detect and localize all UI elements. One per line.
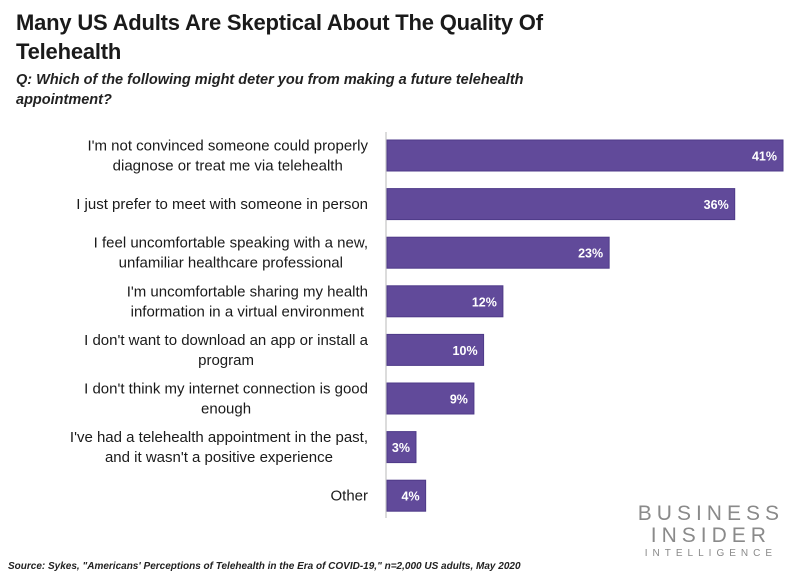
logo-line-1: BUSINESS xyxy=(637,502,784,525)
chart-title: Many US Adults Are Skeptical About The Q… xyxy=(16,10,543,64)
category-label: I'm not convinced someone could properly… xyxy=(87,138,368,175)
category-label-line: I'm not convinced someone could properly xyxy=(87,138,368,155)
bar xyxy=(386,139,784,172)
value-label: 3% xyxy=(392,441,410,455)
category-label-line: I've had a telehealth appointment in the… xyxy=(70,429,368,446)
category-label-line: I just prefer to meet with someone in pe… xyxy=(76,196,368,213)
bar xyxy=(386,333,485,366)
value-label: 10% xyxy=(453,344,478,358)
category-label-line: I'm uncomfortable sharing my health xyxy=(127,283,368,300)
bar xyxy=(386,236,610,269)
bar xyxy=(386,188,736,221)
bar xyxy=(386,382,475,415)
business-insider-intelligence-logo: BUSINESS INSIDER INTELLIGENCE xyxy=(638,503,784,561)
bar xyxy=(386,431,417,464)
logo-line-2: INSIDER xyxy=(650,524,771,547)
category-label-line: and it wasn't a positive experience xyxy=(105,449,333,466)
category-label: I've had a telehealth appointment in the… xyxy=(70,429,368,466)
category-label-line: I don't want to download an app or insta… xyxy=(84,332,369,349)
value-label: 4% xyxy=(402,490,420,504)
category-label-line: I don't think my internet connection is … xyxy=(84,381,368,398)
category-label-line: information in a virtual environment xyxy=(131,303,365,320)
category-label-line: I feel uncomfortable speaking with a new… xyxy=(94,235,368,252)
value-label: 23% xyxy=(578,247,603,261)
value-label: 36% xyxy=(704,198,729,212)
category-label: Other xyxy=(330,488,368,505)
chart-subtitle: Q: Which of the following might deter yo… xyxy=(16,72,524,108)
category-label: I'm uncomfortable sharing my health infor… xyxy=(127,283,368,320)
category-label: I don't want to download an app or insta… xyxy=(84,332,369,369)
bars-group: 41% I'm not convinced someone could prope… xyxy=(70,138,784,512)
category-label-line: program xyxy=(198,352,254,369)
category-label-line: Other xyxy=(330,488,368,505)
logo-line-3: INTELLIGENCE xyxy=(644,548,778,559)
value-label: 41% xyxy=(752,150,777,164)
category-label-line: unfamiliar healthcare professional xyxy=(119,255,343,272)
category-label-line: enough xyxy=(201,401,251,418)
value-label: 12% xyxy=(472,295,497,309)
bar xyxy=(386,285,504,318)
category-label-line: diagnose or treat me via telehealth xyxy=(113,158,343,175)
category-label: I just prefer to meet with someone in pe… xyxy=(76,196,368,213)
source-note: Source: Sykes, "Americans' Perceptions o… xyxy=(8,561,521,572)
bar xyxy=(386,479,427,512)
category-label: I feel uncomfortable speaking with a new… xyxy=(94,235,368,272)
value-label: 9% xyxy=(450,393,468,407)
category-label: I don't think my internet connection is … xyxy=(84,381,368,418)
